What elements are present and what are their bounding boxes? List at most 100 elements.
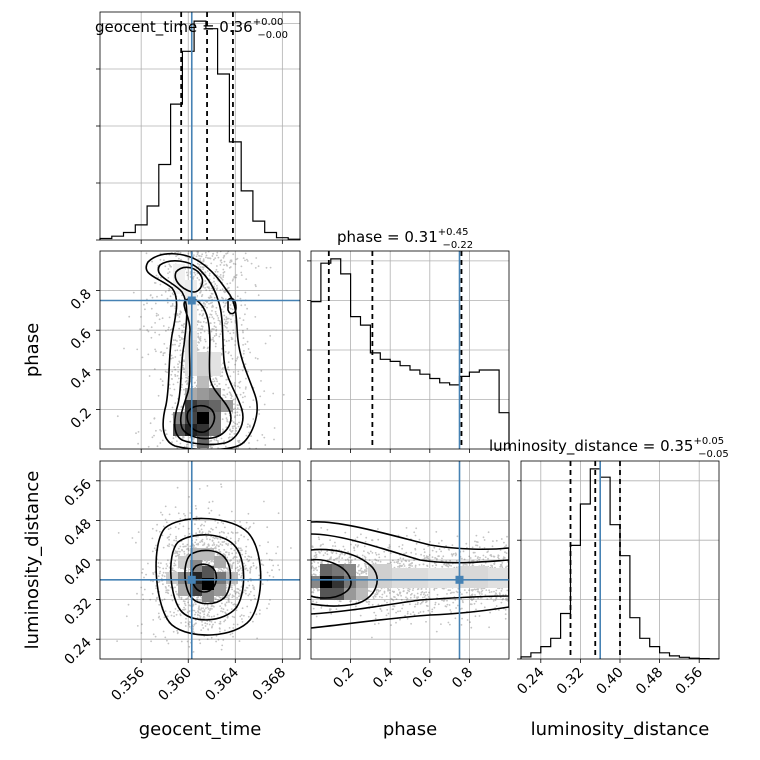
scatter-point [193,271,196,274]
scatter-point [168,271,171,273]
scatter-point [400,598,403,601]
scatter-point [187,601,190,604]
scatter-point [408,590,411,593]
scatter-point [368,552,370,555]
scatter-point [433,588,436,591]
scatter-point [200,325,203,327]
scatter-point [239,559,242,562]
scatter-point [230,430,232,433]
scatter-point [470,598,472,600]
density-cell [226,572,238,584]
scatter-point [183,606,186,609]
scatter-point [173,615,176,618]
scatter-point [174,552,176,555]
scatter-point [229,537,232,540]
scatter-point [313,567,316,570]
scatter-point [423,557,426,560]
density-cell [209,352,221,376]
scatter-point [157,612,160,615]
scatter-point [377,528,379,530]
scatter-point [367,600,370,603]
scatter-point [372,597,375,600]
scatter-point [469,603,472,606]
scatter-point [143,325,145,328]
scatter-point [235,274,238,276]
tick-label: 0.32 [554,665,587,698]
scatter-point [227,352,230,355]
scatter-point [127,603,130,606]
scatter-point [290,547,292,549]
density-cell [392,568,428,588]
scatter-point [474,540,476,543]
scatter-point [192,275,195,278]
scatter-point [203,613,206,616]
scatter-point [189,271,192,273]
scatter-point [315,574,317,576]
scatter-point [239,589,241,592]
scatter-point [227,437,230,439]
scatter-point [169,420,172,423]
scatter-point [236,404,239,406]
contour-line [186,404,216,433]
scatter-point [460,624,463,626]
scatter-point [262,564,265,566]
scatter-point [160,562,162,565]
density-cell [202,578,214,590]
scatter-point [493,555,496,558]
scatter-point [425,620,427,623]
scatter-point [363,571,366,573]
scatter-point [197,614,199,617]
scatter-point [213,605,215,608]
scatter-point [194,541,197,544]
scatter-point [230,354,233,357]
scatter-point [223,322,226,325]
scatter-point [203,609,206,611]
scatter-point [424,594,427,597]
scatter-point [246,426,249,428]
scatter-point [232,332,235,334]
scatter-point [497,554,500,557]
scatter-point [199,612,202,614]
density-cell [332,576,344,588]
scatter-point [374,562,377,565]
scatter-point [155,350,157,353]
scatter-point [225,417,228,419]
scatter-point [203,617,206,620]
tick-label: 0.360 [155,665,195,705]
scatter-point [193,544,196,547]
scatter-point [229,593,232,596]
scatter-point [394,596,396,598]
scatter-point [199,336,202,338]
scatter-point [164,290,167,293]
scatter-point [212,252,215,255]
scatter-point [238,439,241,442]
scatter-point [162,325,165,327]
scatter-point [233,382,236,384]
scatter-point [260,563,263,566]
scatter-point [495,589,498,592]
scatter-point [232,561,235,564]
scatter-point [447,565,450,568]
scatter-point [406,617,409,620]
scatter-point [264,342,267,345]
scatter-point [176,593,178,595]
scatter-point [234,540,237,543]
scatter-point [210,313,213,316]
scatter-point [500,538,503,540]
scatter-point [232,627,235,629]
scatter-point [229,375,232,378]
scatter-point [171,304,174,307]
scatter-point [189,545,192,548]
scatter-point [173,562,176,565]
scatter-point [414,564,417,567]
scatter-point [219,289,222,291]
scatter-point [198,327,200,330]
scatter-point [176,340,178,342]
scatter-point [232,278,235,281]
scatter-point [166,347,168,350]
scatter-point [166,639,168,642]
scatter-point [222,256,225,259]
scatter-point [227,386,230,389]
scatter-point [164,370,167,373]
scatter-point [223,344,226,347]
